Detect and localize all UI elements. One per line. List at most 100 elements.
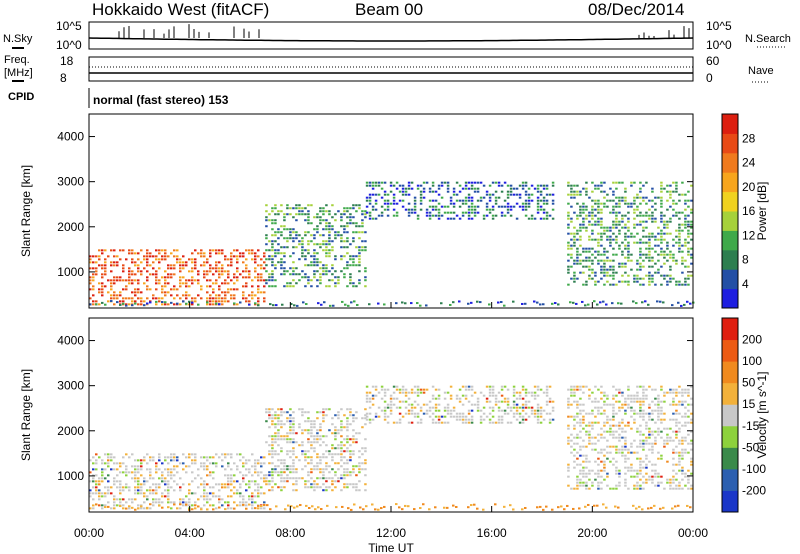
power-cell (410, 187, 414, 190)
velocity-cell (377, 508, 380, 511)
velocity-cell (319, 423, 322, 426)
velocity-cell (624, 484, 627, 487)
power-cell (636, 268, 639, 271)
power-cell (588, 247, 591, 250)
velocity-cell (684, 472, 687, 475)
velocity-cell (307, 429, 310, 432)
velocity-cell (603, 454, 606, 457)
power-cell (355, 204, 358, 207)
velocity-cell (579, 454, 582, 457)
velocity-cell (248, 483, 251, 486)
velocity-cell (383, 406, 387, 409)
power-cell (503, 199, 507, 202)
x-tick-label: 00:00 (74, 526, 104, 540)
velocity-cell (681, 400, 684, 403)
velocity-cell (597, 475, 600, 478)
velocity-cell (455, 418, 459, 421)
power-cell (358, 249, 361, 252)
power-cell (446, 181, 450, 184)
velocity-cell (594, 421, 597, 424)
power-cell (470, 181, 474, 184)
power-cell (690, 262, 693, 265)
velocity-cell (672, 448, 675, 451)
velocity-cell (579, 448, 582, 451)
power-cell (292, 231, 295, 234)
velocity-cell (461, 385, 465, 388)
velocity-cell (612, 487, 615, 490)
velocity-cell (573, 487, 576, 490)
power-cell (690, 223, 693, 226)
velocity-cell (461, 394, 465, 397)
velocity-cell (260, 456, 263, 459)
power-cell (633, 202, 636, 205)
velocity-cell (374, 394, 378, 397)
velocity-cell (672, 451, 675, 454)
power-cell (657, 226, 660, 229)
power-cell (588, 211, 591, 214)
power-cell (182, 264, 185, 267)
power-cell (651, 190, 654, 193)
velocity-cell (167, 462, 170, 465)
power-cell (401, 193, 405, 196)
power-cell (467, 181, 471, 184)
velocity-cell (684, 412, 687, 415)
velocity-cell (515, 391, 519, 394)
power-cell (331, 246, 334, 249)
power-cell (612, 268, 615, 271)
velocity-cell (464, 388, 468, 391)
velocity-cell (576, 400, 579, 403)
power-cell (467, 208, 471, 211)
power-cell (615, 235, 618, 238)
power-cell (221, 300, 224, 303)
power-cell (292, 252, 295, 255)
velocity-cell (392, 403, 396, 406)
power-cell (669, 184, 672, 187)
velocity-cell (654, 403, 657, 406)
velocity-cell (149, 468, 152, 471)
velocity-cell (236, 465, 239, 468)
velocity-cell (639, 406, 642, 409)
velocity-cell (277, 474, 280, 477)
velocity-cell (621, 418, 624, 421)
power-cell (263, 252, 266, 255)
power-cell (624, 247, 627, 250)
velocity-cell (663, 442, 666, 445)
power-cell (678, 226, 681, 229)
power-cell (660, 190, 663, 193)
velocity-cell (503, 400, 507, 403)
power-cell (654, 220, 657, 223)
power-cell (368, 199, 372, 202)
velocity-cell (292, 441, 295, 444)
velocity-cell (573, 442, 576, 445)
power-cell (539, 217, 543, 220)
velocity-cell (194, 492, 197, 495)
velocity-cell (479, 391, 483, 394)
power-cell (443, 181, 447, 184)
power-cell (328, 285, 331, 288)
velocity-cell (672, 487, 675, 490)
power-cell (304, 264, 307, 267)
power-cell (269, 303, 272, 306)
power-cell (654, 262, 657, 265)
velocity-cell (576, 385, 579, 388)
power-cell (588, 238, 591, 241)
velocity-ylabel: Slant Range [km] (19, 369, 33, 461)
power-heatmap (89, 181, 695, 307)
power-cell (600, 268, 603, 271)
power-cell (257, 276, 260, 279)
velocity-cell (257, 504, 260, 507)
velocity-cell (137, 486, 140, 489)
power-cell (410, 181, 414, 184)
velocity-cell (316, 483, 319, 486)
power-cell (301, 243, 304, 246)
power-cell (104, 258, 107, 261)
power-cell (576, 190, 579, 193)
power-cell (316, 264, 319, 267)
velocity-cell (645, 436, 648, 439)
velocity-cell (248, 486, 251, 489)
velocity-cell (182, 498, 185, 501)
power-cell (322, 210, 325, 213)
colorbar-segment (722, 114, 738, 134)
velocity-cell (503, 412, 507, 415)
